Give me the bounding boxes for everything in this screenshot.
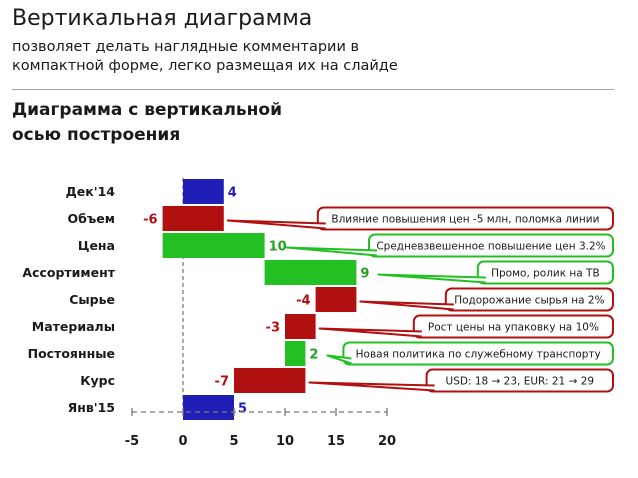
callout-pointer (326, 354, 352, 365)
bar (315, 287, 357, 312)
x-tick-label: 15 (327, 434, 345, 449)
annotation-text: Промо, ролик на ТВ (491, 268, 600, 280)
category-label: Дек'14 (66, 184, 116, 199)
callout-pointer (359, 300, 454, 311)
bar (162, 206, 224, 231)
slide-subtitle: позволяет делать наглядные комментарии в… (12, 39, 398, 74)
annotation-callout (342, 341, 614, 366)
callout-pointer (377, 273, 486, 284)
x-tick-label: 10 (276, 434, 294, 449)
category-label: Постоянные (28, 346, 115, 361)
annotation-text: Влияние повышения цен -5 млн, поломка ли… (331, 214, 599, 226)
annotation-callout (412, 314, 614, 339)
x-tick-label: 0 (178, 434, 187, 449)
annotation-callout (368, 233, 614, 258)
annotation-callout (316, 206, 614, 231)
value-label: -6 (143, 213, 157, 228)
x-tick-label: -5 (125, 434, 139, 449)
value-label: 5 (238, 402, 247, 417)
chart-heading: Диаграмма с вертикальной осью построения (12, 100, 282, 145)
value-label: -3 (266, 321, 280, 336)
slide-title: Вертикальная диаграмма (12, 6, 313, 31)
x-tick-label: 20 (378, 434, 396, 449)
value-label: 2 (309, 348, 318, 363)
category-label: Курс (80, 373, 115, 388)
bar (183, 395, 234, 420)
x-tick-label: 5 (229, 434, 238, 449)
annotation-text: Новая политика по служебному транспорту (356, 349, 601, 361)
callout-pointer (226, 219, 326, 230)
annotation-text: Подорожание сырья на 2% (454, 295, 604, 307)
category-label: Янв'15 (68, 400, 115, 415)
annotation-text: USD: 18 → 23, EUR: 21 → 29 (446, 376, 595, 388)
category-label: Ассортимент (22, 265, 115, 280)
bar (264, 260, 357, 285)
divider-line (12, 89, 614, 90)
annotation-text: Средневзвешенное повышение цен 3.2% (376, 241, 605, 253)
bar (285, 314, 316, 339)
annotation-text: Рост цены на упаковку на 10% (428, 322, 599, 334)
value-label: -7 (215, 375, 229, 390)
bar (285, 341, 306, 366)
value-label: 9 (360, 267, 369, 282)
value-label: -4 (296, 294, 310, 309)
bar (162, 233, 265, 258)
callout-pointer (285, 246, 378, 257)
callout-pointer (308, 381, 435, 392)
category-label: Цена (78, 238, 115, 253)
value-label: 10 (269, 240, 287, 255)
bar (183, 179, 224, 204)
bar (234, 368, 306, 393)
annotation-callout (425, 368, 614, 393)
value-label: 4 (228, 186, 237, 201)
annotation-callout (444, 287, 614, 312)
category-label: Сырье (69, 292, 115, 307)
category-label: Объем (68, 211, 115, 226)
annotation-callout (476, 260, 614, 285)
category-label: Материалы (32, 319, 115, 334)
callout-pointer (318, 327, 422, 338)
